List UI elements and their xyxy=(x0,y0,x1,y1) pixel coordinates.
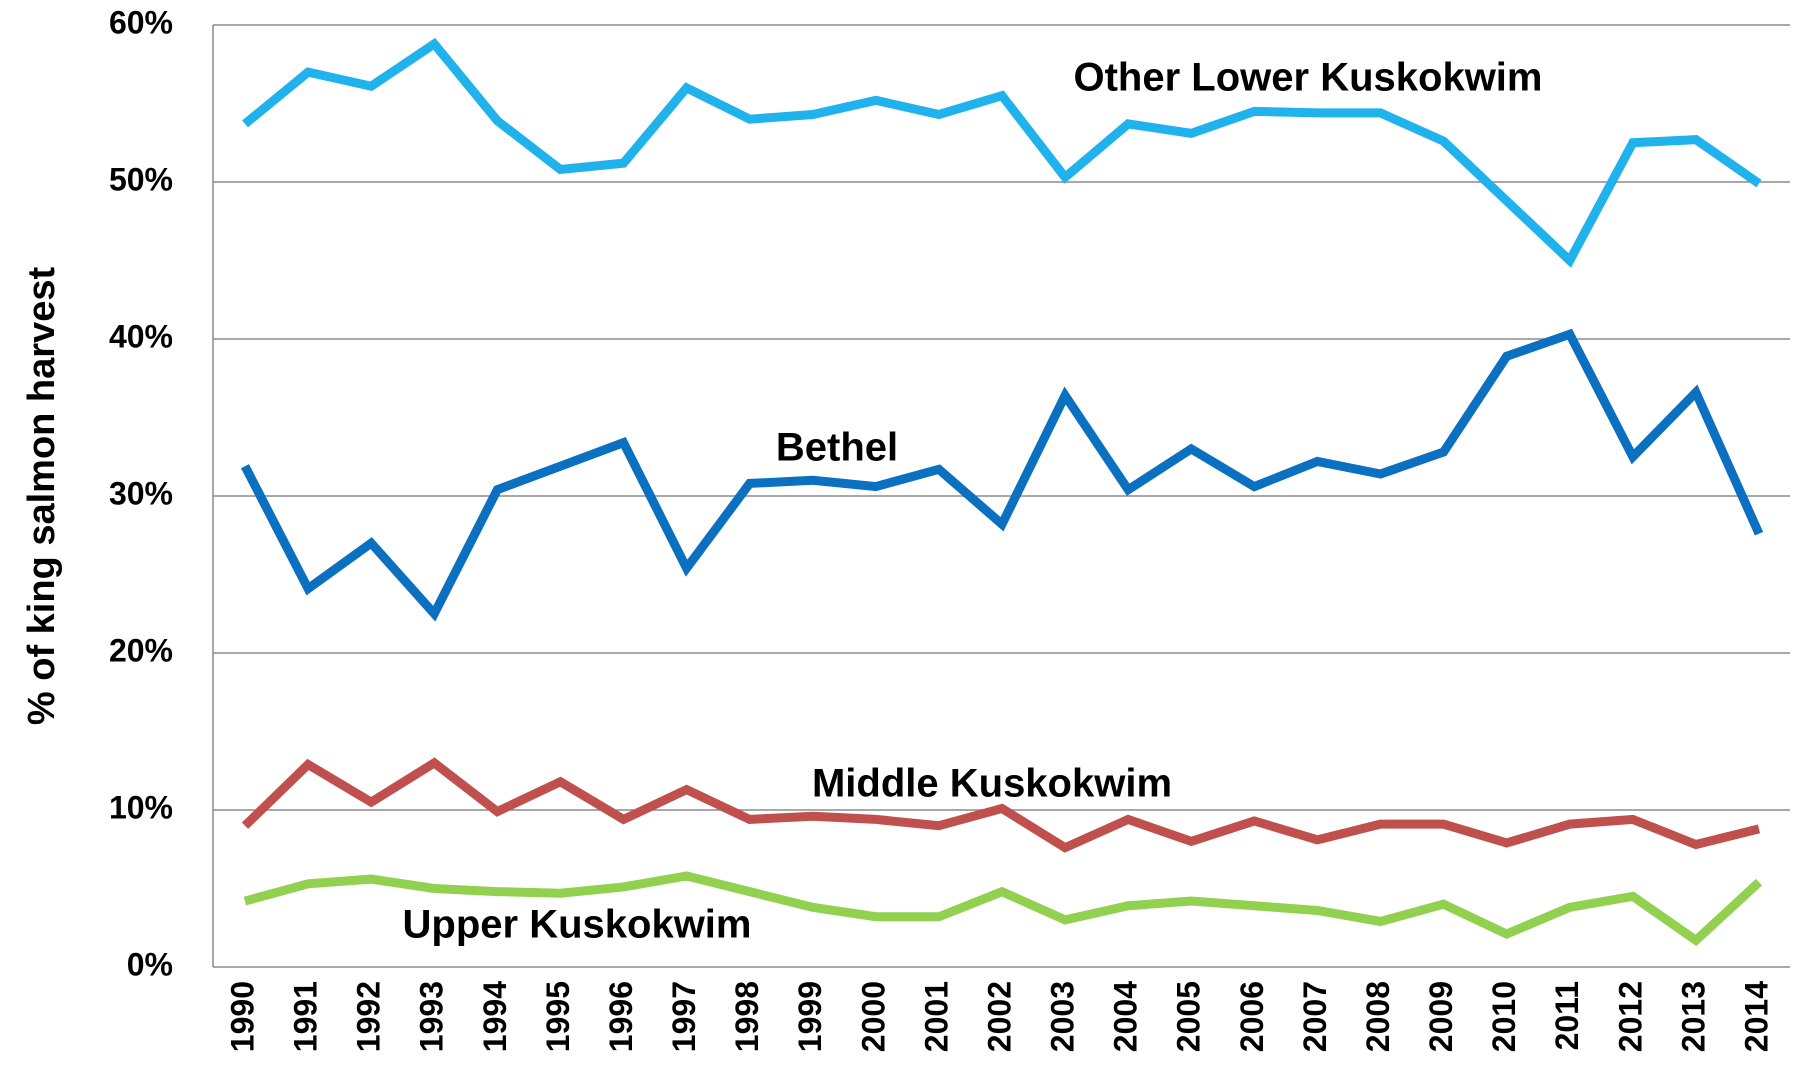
x-tick-label: 2013 xyxy=(1675,981,1711,1052)
y-axis-label: % of king salmon harvest xyxy=(21,267,63,726)
series-label: Bethel xyxy=(776,426,898,470)
x-tick-label: 2014 xyxy=(1738,981,1774,1052)
x-tick-label: 2009 xyxy=(1423,981,1459,1052)
series-label: Upper Kuskokwim xyxy=(403,903,752,947)
x-tick-label: 2006 xyxy=(1234,981,1270,1052)
x-tick-label: 2000 xyxy=(855,981,891,1052)
y-tick-label: 50% xyxy=(109,161,173,197)
y-tick-label: 20% xyxy=(109,632,173,668)
y-tick-label: 30% xyxy=(109,475,173,511)
y-tick-label: 40% xyxy=(109,318,173,354)
x-tick-label: 1998 xyxy=(729,981,765,1052)
x-tick-label: 1992 xyxy=(351,981,387,1052)
x-tick-label: 2007 xyxy=(1297,981,1333,1052)
series-label: Middle Kuskokwim xyxy=(812,762,1172,806)
x-tick-label: 2001 xyxy=(918,981,954,1052)
x-tick-label: 1999 xyxy=(792,981,828,1052)
x-tick-label: 2010 xyxy=(1486,981,1522,1052)
x-tick-label: 2002 xyxy=(981,981,1017,1052)
x-tick-label: 1994 xyxy=(477,981,513,1052)
x-tick-label: 1995 xyxy=(540,981,576,1052)
x-tick-label: 1990 xyxy=(224,981,260,1052)
y-tick-label: 0% xyxy=(127,946,173,982)
x-tick-label: 1996 xyxy=(603,981,639,1052)
x-tick-label: 2003 xyxy=(1045,981,1081,1052)
series-line xyxy=(243,871,1763,947)
y-tick-label: 60% xyxy=(109,4,173,40)
x-tick-label: 1991 xyxy=(288,981,324,1052)
x-tick-label: 1997 xyxy=(666,981,702,1052)
x-tick-label: 2011 xyxy=(1549,981,1585,1050)
x-tick-label: 2005 xyxy=(1171,981,1207,1052)
x-tick-label: 2004 xyxy=(1108,981,1144,1052)
series-line xyxy=(242,37,1762,268)
x-tick-label: 2008 xyxy=(1360,981,1396,1052)
y-tick-label: 10% xyxy=(109,789,173,825)
x-tick-label: 1993 xyxy=(414,981,450,1052)
x-tick-label: 2012 xyxy=(1612,981,1648,1052)
series-line xyxy=(240,328,1764,622)
series-label: Other Lower Kuskokwim xyxy=(1074,56,1543,100)
series-line xyxy=(241,757,1761,853)
